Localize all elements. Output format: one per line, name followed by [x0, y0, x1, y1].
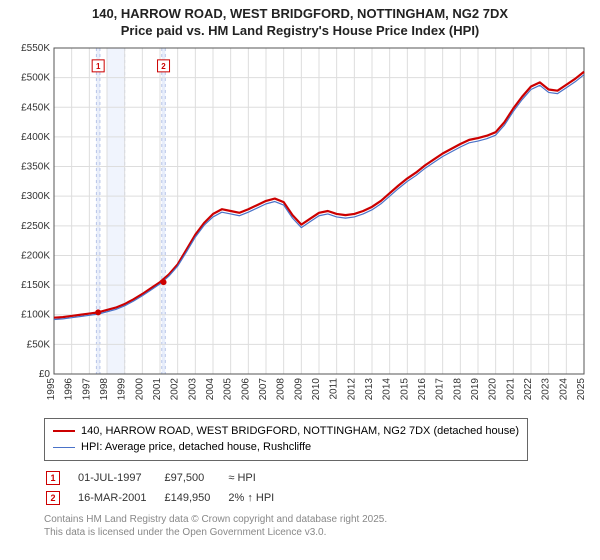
svg-text:2004: 2004 — [205, 377, 216, 400]
legend-item: 140, HARROW ROAD, WEST BRIDGFORD, NOTTIN… — [53, 423, 519, 440]
svg-text:1996: 1996 — [64, 377, 75, 400]
footer-attribution: Contains HM Land Registry data © Crown c… — [44, 513, 590, 539]
svg-text:2009: 2009 — [293, 377, 304, 400]
svg-text:2007: 2007 — [258, 377, 269, 400]
svg-text:2019: 2019 — [470, 377, 481, 400]
svg-text:2024: 2024 — [558, 377, 569, 400]
svg-text:2022: 2022 — [523, 377, 534, 400]
annotation-price: £97,500 — [164, 469, 226, 487]
annotation-delta: 2% ↑ HPI — [228, 489, 290, 507]
annotation-row: 1 01-JUL-1997£97,500≈ HPI — [46, 469, 290, 487]
legend-swatch — [53, 430, 75, 432]
svg-text:1: 1 — [96, 62, 101, 71]
legend-label: 140, HARROW ROAD, WEST BRIDGFORD, NOTTIN… — [81, 423, 519, 440]
svg-text:2017: 2017 — [435, 377, 446, 400]
svg-text:2025: 2025 — [576, 377, 587, 400]
svg-text:£500K: £500K — [21, 72, 50, 83]
svg-text:£50K: £50K — [27, 339, 51, 350]
footer-line2: This data is licensed under the Open Gov… — [44, 526, 590, 539]
svg-text:1998: 1998 — [99, 377, 110, 400]
svg-text:2003: 2003 — [187, 377, 198, 400]
svg-text:2010: 2010 — [311, 377, 322, 400]
svg-text:2014: 2014 — [382, 377, 393, 400]
svg-text:2018: 2018 — [452, 377, 463, 400]
legend-label: HPI: Average price, detached house, Rush… — [81, 439, 311, 456]
annotation-delta: ≈ HPI — [228, 469, 290, 487]
svg-text:1997: 1997 — [81, 377, 92, 400]
svg-text:2020: 2020 — [488, 377, 499, 400]
svg-text:£100K: £100K — [21, 310, 50, 321]
svg-text:£350K: £350K — [21, 161, 50, 172]
svg-text:2: 2 — [161, 62, 166, 71]
annotation-marker: 2 — [46, 491, 60, 505]
price-chart: £0£50K£100K£150K£200K£250K£300K£350K£400… — [10, 44, 590, 414]
annotation-marker: 1 — [46, 471, 60, 485]
svg-text:2001: 2001 — [152, 377, 163, 400]
svg-text:2005: 2005 — [223, 377, 234, 400]
svg-text:1995: 1995 — [46, 377, 57, 400]
svg-text:2008: 2008 — [276, 377, 287, 400]
svg-text:2000: 2000 — [134, 377, 145, 400]
annotation-date: 16-MAR-2001 — [78, 489, 162, 507]
annotation-date: 01-JUL-1997 — [78, 469, 162, 487]
svg-text:£200K: £200K — [21, 250, 50, 261]
svg-text:£450K: £450K — [21, 102, 50, 113]
svg-text:2002: 2002 — [170, 377, 181, 400]
svg-text:2016: 2016 — [417, 377, 428, 400]
svg-text:£150K: £150K — [21, 280, 50, 291]
svg-text:2006: 2006 — [240, 377, 251, 400]
svg-text:£250K: £250K — [21, 221, 50, 232]
title-line1: 140, HARROW ROAD, WEST BRIDGFORD, NOTTIN… — [10, 6, 590, 23]
annotation-row: 2 16-MAR-2001£149,9502% ↑ HPI — [46, 489, 290, 507]
svg-text:2012: 2012 — [346, 377, 357, 400]
svg-text:2021: 2021 — [505, 377, 516, 400]
annotation-price: £149,950 — [164, 489, 226, 507]
svg-text:2011: 2011 — [329, 377, 340, 399]
legend: 140, HARROW ROAD, WEST BRIDGFORD, NOTTIN… — [44, 418, 528, 461]
svg-text:2015: 2015 — [399, 377, 410, 400]
svg-text:£550K: £550K — [21, 44, 50, 54]
annotation-table: 1 01-JUL-1997£97,500≈ HPI 2 16-MAR-2001£149… — [44, 467, 292, 509]
legend-swatch — [53, 447, 75, 448]
legend-item: HPI: Average price, detached house, Rush… — [53, 439, 519, 456]
svg-text:1999: 1999 — [117, 377, 128, 400]
svg-text:£400K: £400K — [21, 132, 50, 143]
svg-text:2023: 2023 — [541, 377, 552, 400]
svg-text:2013: 2013 — [364, 377, 375, 400]
title-line2: Price paid vs. HM Land Registry's House … — [10, 23, 590, 40]
footer-line1: Contains HM Land Registry data © Crown c… — [44, 513, 590, 526]
svg-text:£300K: £300K — [21, 191, 50, 202]
